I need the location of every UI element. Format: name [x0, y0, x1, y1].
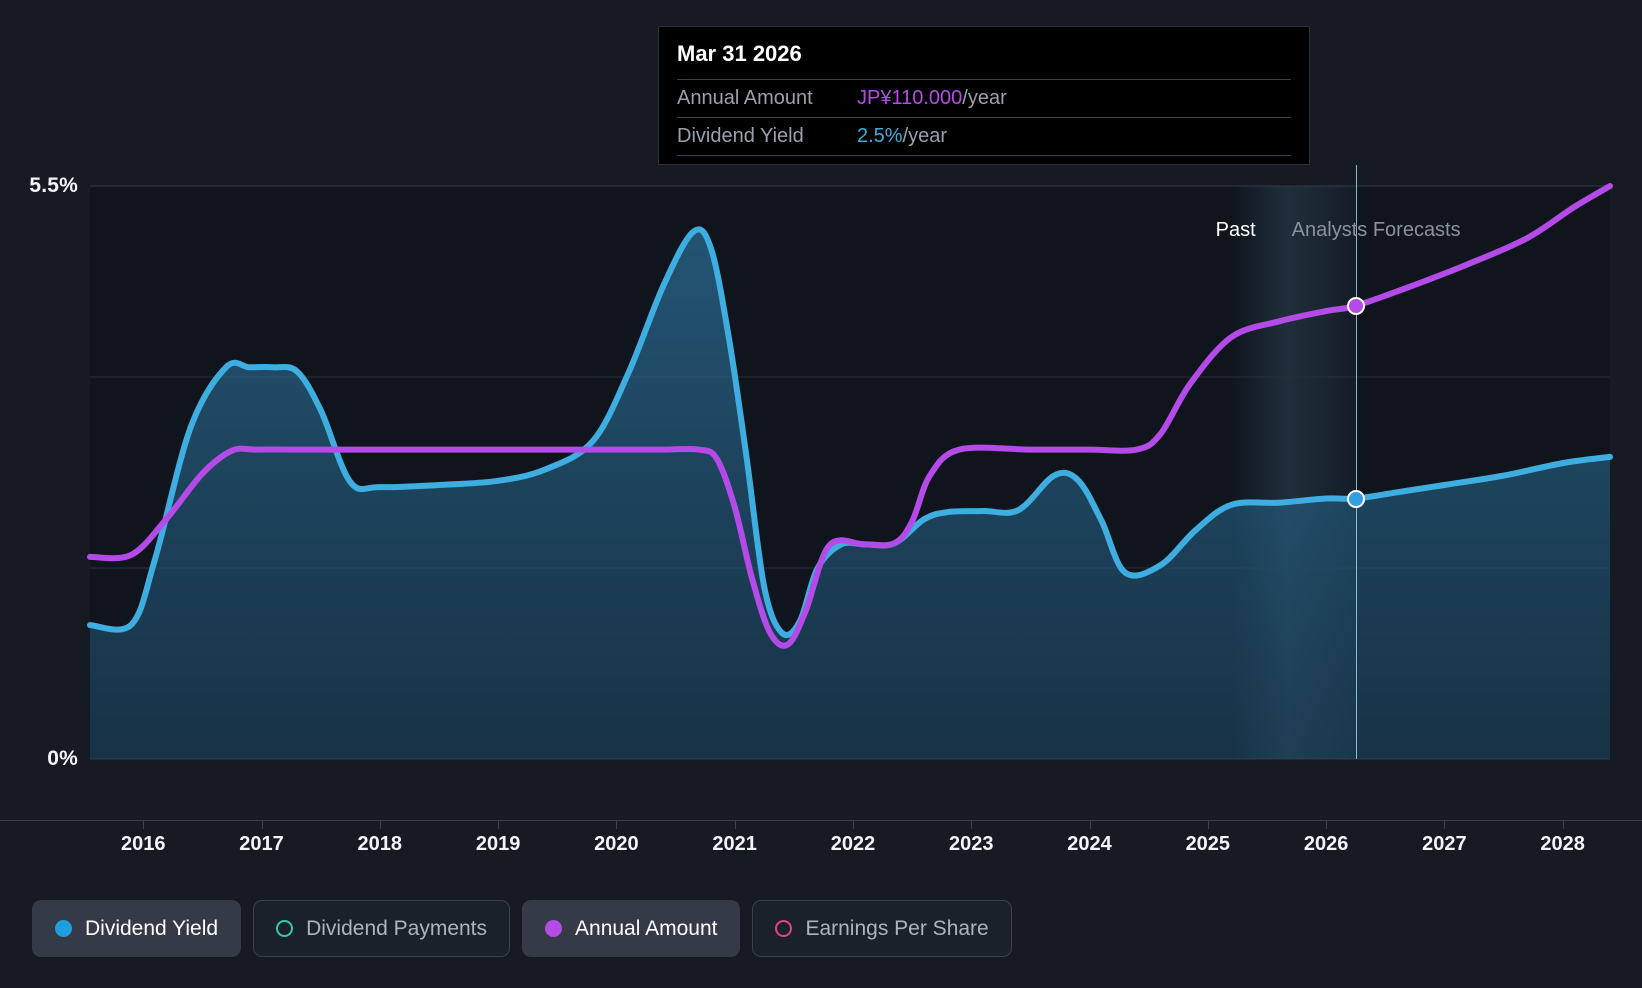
- x-axis-label-2018: 2018: [357, 833, 403, 855]
- legend-swatch-icon: [775, 920, 793, 937]
- tooltip-value-dividend-yield-number: 2.5%: [857, 125, 903, 147]
- tooltip-value-annual-amount-suffix: /year: [962, 87, 1007, 109]
- legend-item-label: Earnings Per Share: [805, 916, 989, 940]
- x-axis-label-2028: 2028: [1540, 833, 1585, 855]
- hover-tooltip: Mar 31 2026 Annual Amount JP¥110.000/yea…: [658, 26, 1310, 165]
- legend-item-label: Dividend Payments: [306, 916, 488, 940]
- x-axis-tick: [1444, 820, 1446, 829]
- legend-swatch-icon: [545, 920, 563, 937]
- x-axis-tick: [1326, 820, 1328, 829]
- tooltip-date: Mar 31 2026: [677, 41, 802, 66]
- y-axis-label-max: 5.5%: [29, 174, 78, 197]
- x-axis-tick: [1562, 820, 1564, 829]
- x-axis-tick: [143, 820, 145, 829]
- tooltip-row-dividend-yield: Dividend Yield 2.5%/year: [677, 117, 1291, 156]
- tooltip-value-annual-amount-number: JP¥110.000: [857, 87, 963, 109]
- tooltip-key-dividend-yield: Dividend Yield: [677, 125, 804, 147]
- x-axis-label-2027: 2027: [1422, 833, 1467, 855]
- x-axis-label-2022: 2022: [830, 833, 876, 855]
- legend-item-annual-amount[interactable]: Annual Amount: [522, 900, 741, 957]
- x-axis-tick: [498, 820, 500, 829]
- x-axis-line: [0, 820, 1642, 821]
- legend-item-dividend-payments[interactable]: Dividend Payments: [253, 900, 511, 957]
- tooltip-value-dividend-yield: 2.5%/year: [857, 125, 947, 148]
- legend-swatch-icon: [55, 920, 72, 937]
- legend-item-label: Dividend Yield: [85, 916, 219, 940]
- x-axis-tick: [616, 820, 618, 829]
- past-period-label: Past: [1215, 219, 1256, 241]
- x-axis-tick: [1089, 820, 1091, 829]
- tooltip-value-dividend-yield-suffix: /year: [902, 125, 948, 147]
- x-axis-label-2017: 2017: [239, 833, 284, 855]
- x-axis-tick: [261, 820, 263, 829]
- tooltip-row-annual-amount: Annual Amount JP¥110.000/year: [677, 79, 1291, 117]
- x-axis-tick: [971, 820, 973, 829]
- x-axis-tick: [1207, 820, 1209, 829]
- legend-item-label: Annual Amount: [575, 916, 718, 940]
- legend-swatch-icon: [276, 920, 294, 937]
- x-axis-tick: [852, 820, 854, 829]
- data-point-marker-dividend-yield: [1346, 489, 1365, 508]
- tooltip-key-annual-amount: Annual Amount: [677, 87, 813, 109]
- chart-legend: Dividend Yield Dividend Payments Annual Am…: [32, 900, 1012, 957]
- x-axis-label-2026: 2026: [1303, 833, 1349, 855]
- x-axis-tick: [734, 820, 736, 829]
- x-axis-label-2020: 2020: [594, 833, 639, 855]
- x-axis-label-2019: 2019: [475, 833, 521, 855]
- x-axis-label-2016: 2016: [120, 833, 166, 855]
- x-axis-label-2021: 2021: [712, 833, 757, 855]
- x-axis-label-2023: 2023: [948, 833, 994, 855]
- forecast-period-label: Analysts Forecasts: [1291, 219, 1461, 241]
- x-axis-tick: [379, 820, 381, 829]
- x-axis-label-2025: 2025: [1185, 833, 1231, 855]
- legend-item-dividend-yield[interactable]: Dividend Yield: [32, 900, 242, 957]
- legend-item-earnings-per-share[interactable]: Earnings Per Share: [752, 900, 1012, 957]
- x-axis-label-2024: 2024: [1067, 833, 1112, 855]
- tooltip-value-annual-amount: JP¥110.000/year: [857, 87, 1007, 110]
- hover-cursor-line: [1355, 165, 1357, 759]
- data-point-marker-annual-amount: [1346, 296, 1365, 315]
- y-axis-label-min: 0%: [47, 747, 78, 770]
